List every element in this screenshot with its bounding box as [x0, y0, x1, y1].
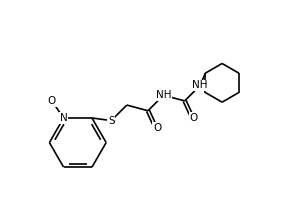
Text: NH: NH [192, 80, 208, 90]
Text: NH: NH [156, 90, 171, 100]
Text: O: O [153, 123, 161, 133]
Text: O: O [190, 113, 198, 123]
Text: S: S [108, 116, 115, 126]
Text: N: N [60, 113, 68, 123]
Text: O: O [48, 96, 56, 106]
